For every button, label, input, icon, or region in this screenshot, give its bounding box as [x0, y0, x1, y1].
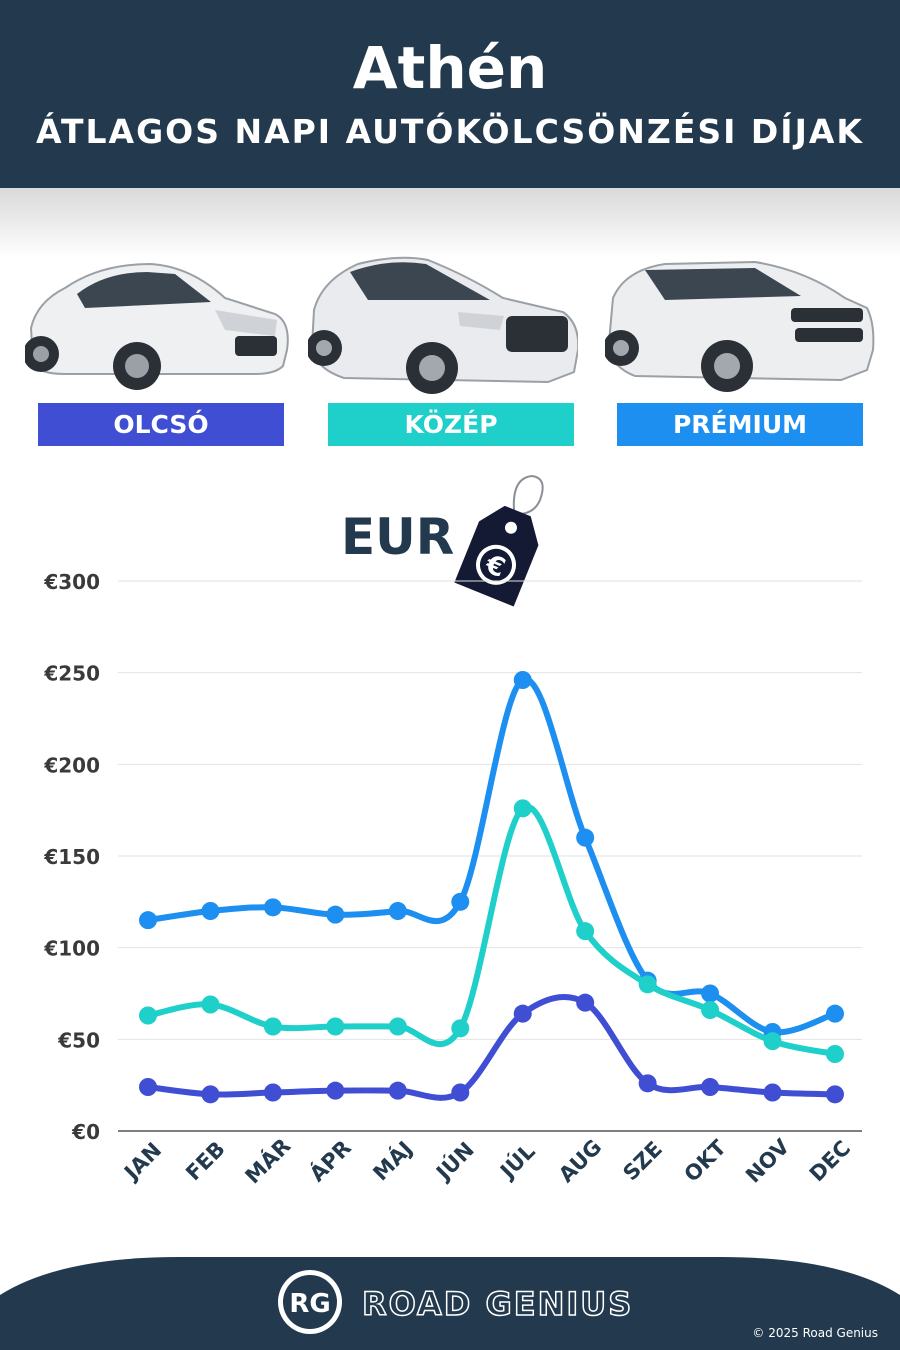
- data-point: [263, 1017, 282, 1036]
- series-line-olcsó: [145, 994, 838, 1101]
- x-tick-label: OKT: [680, 1135, 732, 1187]
- data-point: [388, 1017, 407, 1036]
- data-point: [263, 898, 282, 917]
- y-tick-label: €250: [43, 662, 100, 686]
- data-point: [513, 671, 532, 689]
- y-tick-label: €200: [43, 753, 100, 777]
- y-tick-label: €0: [71, 1120, 100, 1144]
- premium-suv-icon: [605, 260, 875, 392]
- logo-initials: RG: [289, 1289, 330, 1319]
- x-tick-label: JÚL: [494, 1138, 540, 1184]
- y-tick-label: €150: [43, 845, 100, 869]
- header-shadow: [0, 188, 900, 258]
- data-point: [701, 1078, 720, 1096]
- data-point: [576, 922, 595, 941]
- data-point: [451, 1083, 470, 1102]
- data-point: [638, 1074, 657, 1093]
- data-point: [701, 984, 720, 1003]
- data-point: [763, 1083, 782, 1102]
- data-point: [701, 1001, 720, 1019]
- x-tick-label: FEB: [181, 1137, 230, 1186]
- data-point: [638, 975, 657, 994]
- data-point: [513, 799, 532, 818]
- data-point: [388, 1081, 407, 1100]
- data-point: [263, 1083, 282, 1102]
- page-title: Athén: [352, 34, 548, 102]
- data-point: [576, 993, 595, 1012]
- x-tick-label: NOV: [741, 1134, 795, 1188]
- brand-name: ROAD GENIUS: [362, 1285, 633, 1323]
- data-point: [576, 828, 595, 847]
- data-point: [139, 911, 157, 930]
- data-point: [326, 1081, 345, 1100]
- data-point: [201, 902, 220, 920]
- economy-car-icon: [25, 262, 289, 390]
- data-point: [201, 1085, 220, 1104]
- x-tick-label: MÁJ: [368, 1136, 417, 1185]
- page-subtitle: ÁTLAGOS NAPI AUTÓKÖLCSÖNZÉSI DÍJAK: [36, 112, 864, 151]
- data-point: [826, 1085, 844, 1104]
- data-point: [201, 995, 220, 1014]
- data-point: [826, 1045, 844, 1063]
- copyright-text: © 2025 Road Genius: [752, 1326, 878, 1340]
- x-tick-label: ÁPR: [304, 1135, 355, 1186]
- economy-class-badge: OLCSÓ: [38, 403, 284, 446]
- x-tick-label: MÁR: [240, 1133, 295, 1188]
- data-point: [826, 1004, 844, 1023]
- midsize-suv-icon: [308, 256, 578, 394]
- x-tick-label: SZE: [618, 1137, 667, 1186]
- series-line-közép: [145, 803, 838, 1057]
- y-tick-label: €100: [43, 937, 100, 961]
- y-tick-label: €50: [57, 1028, 100, 1052]
- data-point: [326, 905, 345, 924]
- data-point: [326, 1017, 345, 1036]
- data-point: [763, 1032, 782, 1051]
- currency-label: EUR: [341, 508, 455, 566]
- data-point: [139, 1078, 157, 1096]
- data-point: [451, 1019, 470, 1038]
- header-banner: Athén ÁTLAGOS NAPI AUTÓKÖLCSÖNZÉSI DÍJAK: [0, 0, 900, 188]
- data-point: [513, 1004, 532, 1023]
- premium-class-badge: PRÉMIUM: [617, 403, 863, 446]
- x-tick-label: DEC: [805, 1136, 855, 1186]
- y-tick-label: €300: [43, 570, 100, 594]
- data-point: [451, 892, 470, 911]
- footer-banner: RG ROAD GENIUS: [0, 1257, 900, 1350]
- x-tick-label: AUG: [554, 1135, 606, 1187]
- x-tick-label: JAN: [118, 1138, 166, 1186]
- midsize-class-badge: KÖZÉP: [328, 403, 574, 446]
- rental-price-line-chart: €0 €50 €100 €150 €200 €250 €300 JAN FEB MÁR ÁPR MÁ…: [43, 570, 862, 1188]
- data-point: [388, 902, 407, 920]
- x-tick-label: JÚN: [430, 1137, 479, 1186]
- data-point: [139, 1006, 157, 1025]
